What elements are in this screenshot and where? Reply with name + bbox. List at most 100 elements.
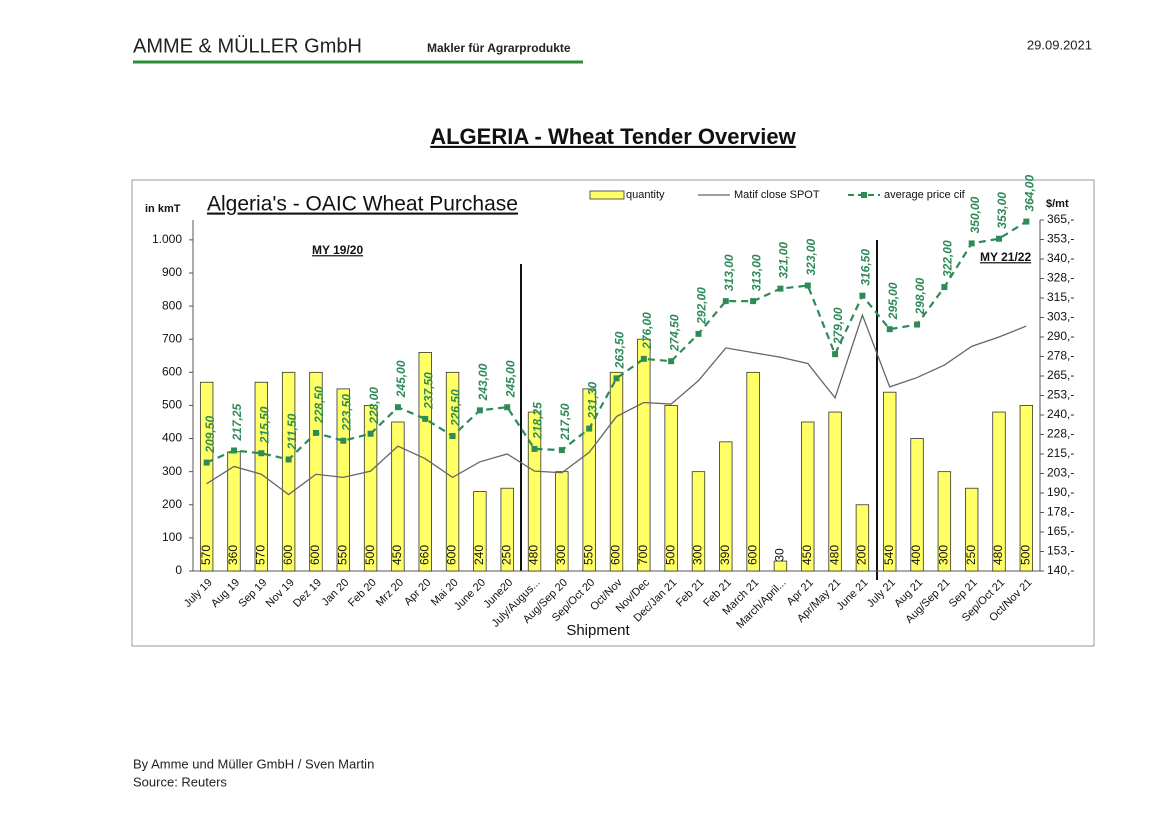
company-name: AMME & MÜLLER GmbH — [133, 35, 362, 57]
y2-tick-label: 253,- — [1047, 388, 1074, 402]
bar — [582, 388, 596, 572]
bar — [719, 441, 733, 572]
y2-tick-label: 315,- — [1047, 290, 1074, 304]
point-value-label: 298,00 — [913, 277, 927, 315]
point-marker — [340, 437, 347, 444]
bar-value-label: 480 — [991, 545, 1005, 565]
point-value-label: 364,00 — [1023, 175, 1037, 212]
bar-value-label: 600 — [609, 545, 623, 565]
point-value-label: 218,25 — [531, 402, 545, 440]
point-marker — [558, 447, 565, 454]
y-tick-label: 800 — [162, 298, 182, 312]
annotation: MY 19/20 — [312, 243, 363, 257]
date: 29.09.2021 — [1027, 37, 1092, 52]
point-marker — [886, 326, 893, 333]
y2-tick-label: 190,- — [1047, 485, 1074, 499]
y-tick-label: 0 — [175, 563, 182, 577]
bar-value-label: 500 — [1019, 545, 1033, 565]
y2-tick-label: 215,- — [1047, 446, 1074, 460]
point-marker — [203, 459, 210, 466]
point-marker — [258, 450, 265, 457]
point-value-label: 276,00 — [640, 312, 654, 350]
bar-value-label: 450 — [800, 545, 814, 565]
bar-value-label: 480 — [827, 545, 841, 565]
y2-tick-label: 340,- — [1047, 251, 1074, 265]
point-value-label: 274,50 — [667, 314, 681, 352]
point-value-label: 211,50 — [285, 413, 299, 450]
point-marker — [613, 375, 620, 382]
y2-tick-label: 153,- — [1047, 544, 1074, 558]
point-value-label: 353,00 — [995, 192, 1009, 229]
point-value-label: 217,50 — [558, 403, 572, 441]
point-marker — [941, 284, 948, 291]
y2-tick-label: 140,- — [1047, 563, 1074, 577]
bar — [773, 560, 788, 572]
point-value-label: 292,00 — [695, 287, 709, 325]
point-value-label: 243,00 — [476, 363, 490, 401]
y2-axis-title: $/mt — [1046, 198, 1069, 210]
bar-value-label: 600 — [281, 545, 295, 565]
line — [206, 313, 1027, 496]
y-tick-label: 600 — [162, 364, 182, 378]
point-value-label: 215,50 — [257, 406, 271, 444]
y-tick-label: 300 — [162, 464, 182, 478]
point-marker — [914, 321, 921, 328]
y2-tick-label: 290,- — [1047, 329, 1074, 343]
point-marker — [504, 404, 511, 411]
bar — [199, 381, 214, 572]
point-marker — [668, 358, 675, 365]
y-tick-label: 900 — [162, 265, 182, 279]
bar-value-label: 250 — [499, 545, 513, 565]
bar-value-label: 550 — [335, 545, 349, 565]
point-value-label: 322,00 — [941, 240, 955, 277]
y2-tick-label: 365,- — [1047, 212, 1074, 226]
y-tick-label: 200 — [162, 497, 182, 511]
bar — [254, 381, 268, 572]
point-marker — [1023, 218, 1030, 225]
y-axis-title: in kmT — [145, 203, 181, 215]
y-tick-label: 700 — [162, 331, 182, 345]
bar — [445, 371, 460, 572]
bar — [391, 421, 405, 572]
point-marker — [640, 355, 647, 362]
point-value-label: 217,25 — [230, 403, 244, 441]
point-marker — [777, 285, 784, 292]
point-marker — [449, 433, 456, 440]
bar — [500, 487, 514, 572]
bar — [937, 471, 952, 572]
point-marker — [230, 447, 237, 454]
y-tick-label: 100 — [162, 530, 182, 544]
point-marker — [859, 292, 866, 299]
y-tick-label: 500 — [162, 398, 182, 412]
y-tick-label: 400 — [162, 431, 182, 445]
point-marker — [367, 430, 374, 437]
bar-value-label: 540 — [882, 545, 896, 565]
y2-tick-label: 328,- — [1047, 271, 1074, 285]
point-value-label: 323,00 — [804, 238, 818, 275]
bar — [883, 391, 897, 572]
footer-line: By Amme und Müller GmbH / Sven Martin — [133, 756, 374, 771]
legend-label: quantity — [626, 189, 665, 201]
bar-value-label: 600 — [745, 545, 759, 565]
bar-value-label: 550 — [581, 545, 595, 565]
point-value-label: 237,50 — [421, 372, 435, 410]
bar-value-label: 600 — [308, 545, 322, 565]
bar — [309, 371, 323, 572]
y2-tick-label: 178,- — [1047, 505, 1074, 519]
y2-tick-label: 265,- — [1047, 368, 1074, 382]
bar-value-label: 480 — [527, 545, 541, 565]
point-marker — [996, 235, 1003, 242]
bar-value-label: 500 — [663, 545, 677, 565]
point-marker — [394, 404, 401, 411]
point-marker — [312, 429, 319, 436]
y2-tick-label: 278,- — [1047, 349, 1074, 363]
bar-value-label: 660 — [417, 545, 431, 565]
point-value-label: 321,00 — [777, 242, 791, 279]
point-value-label: 295,00 — [886, 282, 900, 320]
point-marker — [804, 282, 811, 289]
point-marker — [722, 298, 729, 305]
footer-line: Source: Reuters — [133, 774, 227, 789]
bar — [965, 487, 979, 572]
point-marker — [285, 456, 292, 463]
